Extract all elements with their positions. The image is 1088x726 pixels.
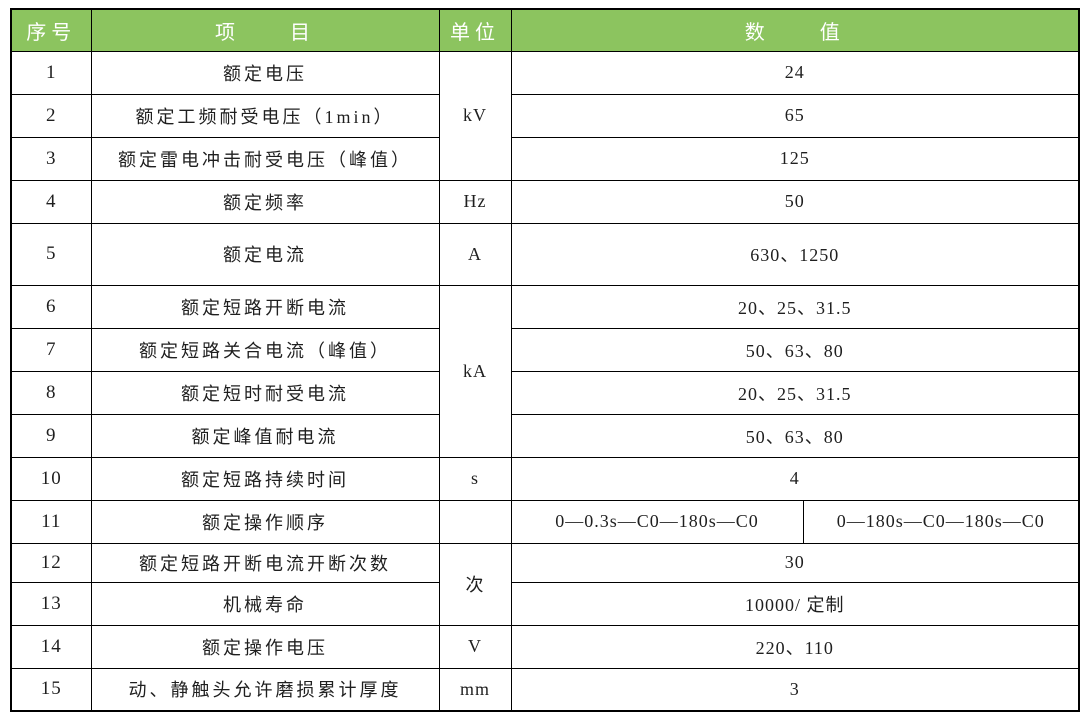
cell-item: 额定短时耐受电流 [90,370,440,415]
table-row: 15 动、静触头允许磨损累计厚度 mm 3 [10,667,1080,712]
table-row: 7 额定短路关合电流（峰值） 50、63、80 [10,327,1080,372]
cell-serial: 3 [10,136,92,181]
table-row: 11 额定操作顺序 0—0.3s—C0—180s—C0 0—180s—C0—18… [10,499,1080,544]
cell-unit-blank [438,499,512,544]
cell-value: 220、110 [510,624,1080,669]
cell-value: 24 [510,50,1080,95]
cell-unit-mm: mm [438,667,512,712]
table-row: 5 额定电流 A 630、1250 [10,222,1080,286]
cell-unit-ka: kA [438,284,512,458]
cell-serial: 1 [10,50,92,95]
cell-serial: 4 [10,179,92,224]
cell-unit-v: V [438,624,512,669]
table-row: 14 额定操作电压 V 220、110 [10,624,1080,669]
table-row: 6 额定短路开断电流 kA 20、25、31.5 [10,284,1080,458]
cell-unit-a: A [438,222,512,286]
table-row: 4 额定频率 Hz 50 [10,179,1080,224]
cell-item: 额定操作电压 [90,624,440,669]
cell-serial: 11 [10,499,92,544]
header-serial-number: 序号 [10,8,92,52]
cell-serial: 7 [10,327,92,372]
cell-value: 10000/ 定制 [510,581,1080,626]
cell-value-right: 0—180s—C0—180s—C0 [802,499,1080,544]
cell-item: 额定峰值耐电流 [90,413,440,458]
cell-item: 额定操作顺序 [90,499,440,544]
cell-serial: 6 [10,284,92,329]
cell-serial: 12 [10,542,92,583]
cell-item: 额定工频耐受电压（1min） [90,93,440,138]
cell-value: 30 [510,542,1080,583]
table-row: 1 额定电压 kV 24 [10,50,1080,181]
cell-value: 4 [510,456,1080,501]
spec-table: 序号 项 目 单位 数 值 1 额定电压 kV 24 2 额定工频耐受电压（1m… [10,8,1080,712]
cell-serial: 9 [10,413,92,458]
cell-item: 额定频率 [90,179,440,224]
table-row: 9 额定峰值耐电流 50、63、80 [10,413,1080,458]
cell-serial: 15 [10,667,92,712]
cell-item: 机械寿命 [90,581,440,626]
cell-value: 20、25、31.5 [510,370,1080,415]
header-unit: 单位 [438,8,512,52]
cell-serial: 8 [10,370,92,415]
cell-item: 额定短路关合电流（峰值） [90,327,440,372]
cell-value: 20、25、31.5 [510,284,1080,329]
cell-value: 3 [510,667,1080,712]
cell-item: 额定电压 [90,50,440,95]
header-value: 数 值 [510,8,1080,52]
table-row: 8 额定短时耐受电流 20、25、31.5 [10,370,1080,415]
table-row: 12 额定短路开断电流开断次数 次 30 [10,542,1080,626]
cell-value-left: 0—0.3s—C0—180s—C0 [510,499,804,544]
cell-unit-ci: 次 [438,542,512,626]
cell-serial: 2 [10,93,92,138]
cell-value: 65 [510,93,1080,138]
cell-item: 额定短路开断电流开断次数 [90,542,440,583]
cell-unit-kv: kV [438,50,512,181]
cell-item: 额定短路开断电流 [90,284,440,329]
cell-unit-hz: Hz [438,179,512,224]
cell-serial: 10 [10,456,92,501]
table-row: 13 机械寿命 10000/ 定制 [10,581,1080,626]
cell-value: 50 [510,179,1080,224]
cell-value: 630、1250 [510,222,1080,286]
cell-item: 额定短路持续时间 [90,456,440,501]
cell-serial: 14 [10,624,92,669]
cell-item: 动、静触头允许磨损累计厚度 [90,667,440,712]
cell-serial: 5 [10,222,92,286]
cell-serial: 13 [10,581,92,626]
cell-value: 50、63、80 [510,413,1080,458]
cell-item: 额定雷电冲击耐受电压（峰值） [90,136,440,181]
table-row: 10 额定短路持续时间 s 4 [10,456,1080,501]
table-row: 3 额定雷电冲击耐受电压（峰值） 125 [10,136,1080,181]
cell-value: 125 [510,136,1080,181]
cell-unit-s: s [438,456,512,501]
cell-value: 50、63、80 [510,327,1080,372]
table-row: 2 额定工频耐受电压（1min） 65 [10,93,1080,138]
header-row: 序号 项 目 单位 数 值 [10,8,1080,52]
header-item: 项 目 [90,8,440,52]
cell-item: 额定电流 [90,222,440,286]
